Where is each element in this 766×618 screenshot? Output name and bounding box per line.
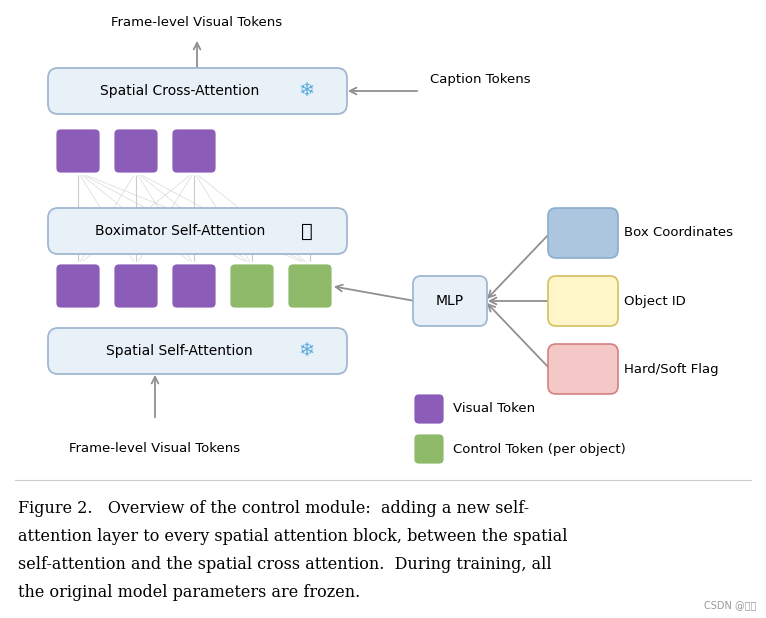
Text: Spatial Self-Attention: Spatial Self-Attention [106, 344, 253, 358]
Text: ❄: ❄ [299, 82, 315, 101]
Text: CSDN @尔咚: CSDN @尔咚 [704, 600, 756, 610]
Text: Caption Tokens: Caption Tokens [430, 72, 531, 85]
Text: Spatial Cross-Attention: Spatial Cross-Attention [100, 84, 260, 98]
FancyBboxPatch shape [548, 208, 618, 258]
FancyBboxPatch shape [48, 68, 347, 114]
Text: self-attention and the spatial cross attention.  During training, all: self-attention and the spatial cross att… [18, 556, 552, 573]
Text: 🔥: 🔥 [301, 221, 313, 240]
Text: the original model parameters are frozen.: the original model parameters are frozen… [18, 584, 360, 601]
Text: Box Coordinates: Box Coordinates [624, 227, 733, 240]
Text: Visual Token: Visual Token [453, 402, 535, 415]
Text: Frame-level Visual Tokens: Frame-level Visual Tokens [111, 15, 283, 28]
FancyBboxPatch shape [548, 344, 618, 394]
Text: attention layer to every spatial attention block, between the spatial: attention layer to every spatial attenti… [18, 528, 568, 545]
FancyBboxPatch shape [229, 263, 275, 309]
Text: Control Token (per object): Control Token (per object) [453, 442, 626, 455]
FancyBboxPatch shape [48, 208, 347, 254]
Text: Frame-level Visual Tokens: Frame-level Visual Tokens [70, 441, 241, 454]
FancyBboxPatch shape [171, 128, 217, 174]
FancyBboxPatch shape [48, 328, 347, 374]
FancyBboxPatch shape [287, 263, 333, 309]
FancyBboxPatch shape [113, 263, 159, 309]
FancyBboxPatch shape [55, 263, 101, 309]
FancyBboxPatch shape [113, 128, 159, 174]
FancyBboxPatch shape [413, 393, 445, 425]
Text: Object ID: Object ID [624, 295, 686, 308]
Text: Boximator Self-Attention: Boximator Self-Attention [95, 224, 265, 238]
FancyBboxPatch shape [548, 276, 618, 326]
FancyBboxPatch shape [171, 263, 217, 309]
Text: MLP: MLP [436, 294, 464, 308]
Text: Figure 2.   Overview of the control module:  adding a new self-: Figure 2. Overview of the control module… [18, 500, 529, 517]
Text: ❄: ❄ [299, 342, 315, 360]
FancyBboxPatch shape [55, 128, 101, 174]
FancyBboxPatch shape [413, 276, 487, 326]
Text: Hard/Soft Flag: Hard/Soft Flag [624, 363, 719, 376]
FancyBboxPatch shape [413, 433, 445, 465]
